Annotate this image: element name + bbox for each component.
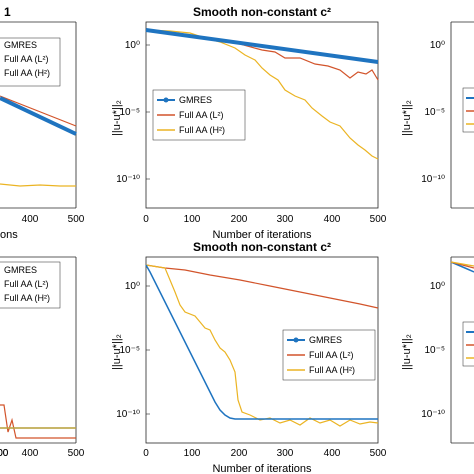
panel-left-top: 1 ons 400 500 GMRES Full AA (L²) Full AA… <box>0 5 85 241</box>
legend-box <box>462 87 474 133</box>
legend-label-gmres: GMRES <box>4 40 37 50</box>
legend-label-aa-l2: Full AA (L²) <box>4 279 49 289</box>
x-tick-label: 500 <box>370 448 387 459</box>
legend-label-aa-l2: Full AA (L²) <box>309 350 354 360</box>
x-tick-label: 500 <box>370 214 387 225</box>
y-tick-label: 10⁰ <box>430 281 445 292</box>
x-axis-label: Number of iterations <box>212 463 312 474</box>
series-line-aa-l2 <box>0 404 76 439</box>
y-tick-label: 10⁰ <box>430 40 445 51</box>
x-tick-label: 400 <box>22 448 39 459</box>
series-line-aa-l2 <box>0 95 77 127</box>
y-tick-label: 10⁰ <box>125 281 140 292</box>
legend-box <box>0 261 61 309</box>
x-tick-label: 500 <box>68 214 85 225</box>
y-tick-label: 10⁻⁵ <box>119 345 140 356</box>
x-tick-label: 0 <box>143 214 149 225</box>
legend-box <box>462 321 474 367</box>
panel-center-top: Smooth non-constant c² Number of iterati… <box>111 5 387 241</box>
panel-center-bottom: Smooth non-constant c² Number of iterati… <box>111 240 387 474</box>
y-axis-label: ||u-u*||₂ <box>111 100 123 136</box>
series-line-gmres <box>145 28 379 64</box>
series-line-aa-l2 <box>145 29 379 81</box>
legend-box <box>0 37 61 87</box>
x-tick-label: 100 <box>184 214 201 225</box>
y-tick-label: 10⁻¹⁰ <box>421 174 445 185</box>
legend-label-aa-h2: Full AA (H²) <box>4 68 50 78</box>
series-line-gmres <box>145 264 378 420</box>
legend-label-aa-h2: Full AA (H²) <box>4 293 50 303</box>
legend-label-aa-h2: Full AA (H²) <box>309 365 355 375</box>
x-axis-label: Number of iterations <box>212 229 312 241</box>
legend-label-aa-l2: Full AA (L²) <box>179 110 224 120</box>
x-tick-label: 200 <box>231 448 248 459</box>
series-line-aa-h2 <box>145 264 379 427</box>
y-tick-label: 10⁻¹⁰ <box>116 174 140 185</box>
series-line-aa-h2 <box>0 183 76 187</box>
series-line-aa-l2 <box>145 264 379 309</box>
x-tick-label: 400 <box>324 448 341 459</box>
y-axis-label: ||u-u*||₂ <box>401 334 413 370</box>
legend-label-gmres: GMRES <box>4 265 37 275</box>
y-axis-label: ||u-u*||₂ <box>401 100 413 136</box>
legend: GMRES Full AA (L²) Full AA (H²) <box>0 37 61 87</box>
x-tick-label: 300 <box>277 448 294 459</box>
axes-box <box>145 21 379 209</box>
legend-marker-gmres <box>293 337 299 343</box>
chart-title: Smooth non-constant c² <box>193 240 331 254</box>
legend-label-gmres: GMRES <box>309 335 342 345</box>
x-tick-label: 200 <box>0 448 9 459</box>
legend-label-gmres: GMRES <box>179 95 212 105</box>
panel-left-bottom: 200 300 400 500 GMRES Full AA (L²) Full … <box>0 256 85 459</box>
series-line-aa-h2 <box>450 261 474 267</box>
x-tick-label: 300 <box>0 448 9 459</box>
y-tick-label: 10⁻¹⁰ <box>421 409 445 420</box>
y-tick-label: 10⁻⁵ <box>424 107 445 118</box>
legend: GMRES Full AA (L²) Full AA (H²) <box>0 261 61 309</box>
series-line-gmres <box>0 96 77 136</box>
x-tick-label: 400 <box>324 214 341 225</box>
y-tick-label: 10⁻¹⁰ <box>116 409 140 420</box>
panel-right-top: ||u-u*||₂ 10⁰ 10⁻⁵ 10⁻¹⁰ <box>401 21 474 209</box>
legend: GMRES Full AA (L²) Full AA (H²) <box>152 89 246 141</box>
y-tick-label: 10⁻⁵ <box>119 107 140 118</box>
x-tick-label: 300 <box>277 214 294 225</box>
y-axis-label: ||u-u*||₂ <box>111 334 123 370</box>
x-tick-label: 0 <box>143 448 149 459</box>
legend-box <box>152 89 246 141</box>
y-tick-label: 10⁰ <box>125 40 140 51</box>
legend-label-aa-h2: Full AA (H²) <box>179 125 225 135</box>
x-axis-label: ons <box>0 229 18 241</box>
legend-marker-gmres <box>163 97 169 103</box>
y-tick-label: 10⁻⁵ <box>424 345 445 356</box>
x-tick-label: 500 <box>68 448 85 459</box>
chart-title: 1 <box>4 5 11 19</box>
legend: GMRES Full AA (L²) Full AA (H²) <box>282 329 376 381</box>
x-tick-label: 200 <box>231 214 248 225</box>
x-tick-label: 400 <box>22 214 39 225</box>
panel-right-bottom: ||u-u*||₂ 10⁰ 10⁻⁵ 10⁻¹⁰ <box>401 256 474 444</box>
legend-label-aa-l2: Full AA (L²) <box>4 54 49 64</box>
chart-title: Smooth non-constant c² <box>193 5 331 19</box>
x-tick-label: 100 <box>184 448 201 459</box>
